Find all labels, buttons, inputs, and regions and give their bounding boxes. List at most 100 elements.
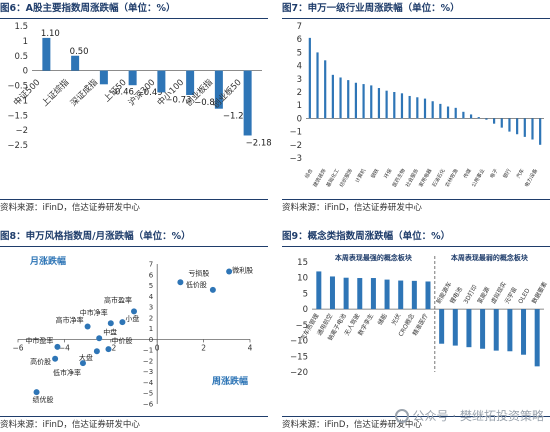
point-label: 中市盈率 <box>25 336 53 345</box>
bar <box>370 278 376 310</box>
point-label: 亏损股 <box>188 268 209 277</box>
x-tick-label: 4 <box>248 343 253 352</box>
scatter-point <box>79 360 86 367</box>
x-tick-label: 计算机 <box>354 168 368 185</box>
y-tick-label: 1 <box>149 325 153 333</box>
point-label: 绩优股 <box>33 395 54 404</box>
source-note: 资料来源：iFinD，信达证券研发中心 <box>282 420 422 430</box>
source-note: 资料来源：iFinD，信达证券研发中心 <box>0 203 140 213</box>
chart-title: 图7：申万一级行业周涨跌幅（单位：%） <box>282 3 460 14</box>
bar <box>521 309 527 355</box>
bar <box>331 74 334 119</box>
scatter-point <box>52 355 59 362</box>
source-note: 资料来源：iFinD，信达证券研发中心 <box>282 203 422 213</box>
y-tick-label: −5 <box>295 321 308 331</box>
x-tick-label: 数据要素 <box>530 280 549 305</box>
wechat-logo-icon <box>394 408 409 423</box>
data-label: −2.18 <box>246 138 272 148</box>
bar <box>71 55 80 71</box>
scatter-point <box>177 279 184 286</box>
y-tick-label: 6 <box>297 35 302 45</box>
y-tick-label: −2 <box>289 141 302 151</box>
y-tick-label: 0 <box>23 67 28 77</box>
y-tick-label: 4 <box>297 62 302 72</box>
x-tick-label: OLED <box>517 287 531 305</box>
title-rule <box>0 18 268 19</box>
y-tick-label: 3 <box>149 304 153 312</box>
bar <box>452 309 458 346</box>
y-tick-label: −1.5 <box>7 111 28 121</box>
y-tick-label: −4 <box>143 379 154 387</box>
y-tick-label: −20 <box>290 368 308 378</box>
chart-title: 图6：A股主要指数周涨跌幅（单位：%） <box>0 3 176 14</box>
watermark: 公众号 · 樊继拓投资策略 <box>394 407 544 424</box>
bar <box>243 70 252 136</box>
bar <box>500 118 503 128</box>
bar <box>385 90 388 119</box>
data-label: −1.28 <box>223 112 249 122</box>
bar <box>362 84 365 119</box>
bar <box>507 309 513 352</box>
scatter-point <box>226 268 233 275</box>
y-tick-label: 5 <box>297 48 302 58</box>
point-label: 低价股 <box>186 280 207 289</box>
bar <box>516 118 519 135</box>
y-tick-label: 7 <box>297 22 302 32</box>
panel-fig6: 图6：A股主要指数周涨跌幅（单位：%） 1.5 1 0.5 0 −0.5 −1 −1.5 −2… <box>0 0 272 215</box>
bar <box>485 118 488 120</box>
y-tick-label: −0.5 <box>7 82 28 92</box>
y-tick-label: 3 <box>297 75 302 85</box>
bar <box>393 92 396 119</box>
bar <box>508 118 511 132</box>
panel-fig7: 图7：申万一级行业周涨跌幅（单位：%） 7 6 5 4 3 2 1 0 −1 −2 −3 综合 建筑装饰… <box>282 0 550 215</box>
bar <box>446 106 450 119</box>
y-tick-label: −2.5 <box>7 141 28 151</box>
bar <box>128 70 137 86</box>
x-tick-label: 光伏 <box>390 312 403 326</box>
bar <box>400 93 404 119</box>
y-tick-label: 2 <box>149 314 153 322</box>
bar <box>539 118 542 145</box>
x-tick-label: 钢铁 <box>369 168 380 180</box>
bar <box>466 309 472 348</box>
source-rule <box>282 416 550 417</box>
data-label: 1.10 <box>41 29 60 39</box>
bar <box>416 97 419 119</box>
y-tick-label: −1 <box>143 347 153 355</box>
point-label: 中价股 <box>111 336 132 345</box>
scatter-point <box>119 319 126 326</box>
scatter-point <box>84 323 91 330</box>
bar <box>186 70 195 96</box>
bar <box>329 276 335 310</box>
y-tick-label: −2 <box>143 357 153 365</box>
bar <box>157 70 166 93</box>
chart-fig8: −6−4−202476543210−1−2−3−4−5−6月涨跌幅周涨跌幅亏损股… <box>12 255 253 409</box>
watermark-text: 公众号 · 樊继拓投资策略 <box>412 409 544 423</box>
bar <box>308 37 311 119</box>
bar <box>42 37 51 71</box>
y-tick-label: −15 <box>290 352 308 362</box>
point-label: 高市盈率 <box>104 295 132 304</box>
x-tick-label: 银行 <box>502 168 513 180</box>
x-tick-label: −4 <box>59 343 70 352</box>
x-tick-label: 电子 <box>488 168 499 180</box>
y-tick-label: 2 <box>297 88 302 98</box>
point-label: 高价股 <box>30 357 51 366</box>
y-tick-label: 0 <box>303 305 308 315</box>
bar <box>357 278 363 310</box>
source-note: 资料来源：iFinD，信达证券研发中心 <box>0 420 140 430</box>
y-tick-label: −5 <box>143 390 153 398</box>
data-label: −0.82 <box>194 98 220 108</box>
point-label: 高市净率 <box>56 315 84 324</box>
bar <box>439 103 442 119</box>
point-label: 中市净率 <box>80 308 108 317</box>
point-label: 大盘 <box>79 353 93 362</box>
x-tick-label: −6 <box>12 343 23 352</box>
y-tick-label: 1.5 <box>14 22 28 32</box>
point-label: 中盘 <box>103 327 117 336</box>
y-tick-label: 5 <box>149 282 153 290</box>
x-tick-label: 上证综指 <box>39 77 71 109</box>
y-tick-label: 0.5 <box>14 52 28 62</box>
scatter-point <box>96 335 103 342</box>
x-tick-label: 汽车 <box>515 168 526 180</box>
